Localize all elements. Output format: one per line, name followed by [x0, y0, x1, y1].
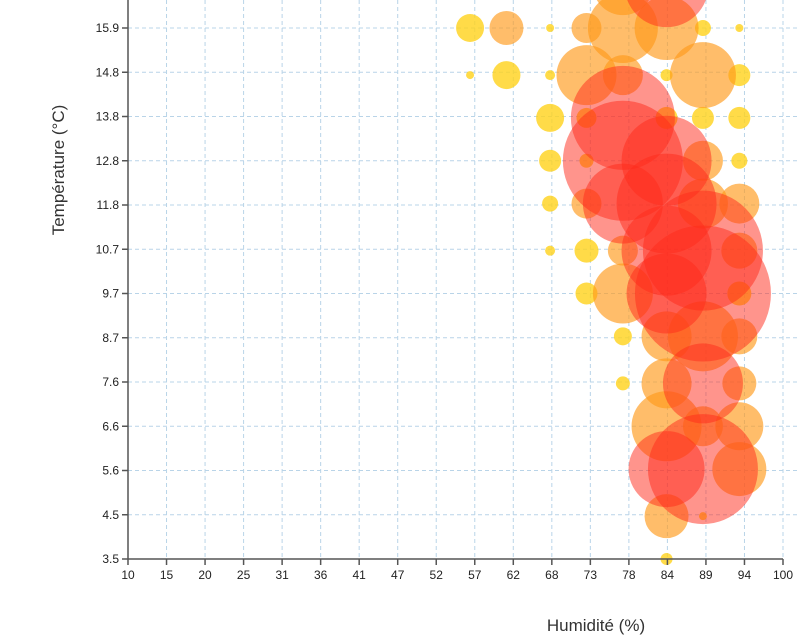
bubble	[456, 14, 485, 42]
y-tick-label: 12.8	[96, 154, 120, 168]
y-tick-label: 8.7	[102, 331, 119, 345]
axes: 10 15 20 25 31 36 41 47 52 57 62 68 73 78 84 89 94 100 3.5…	[96, 0, 793, 582]
y-tick-label: 4.5	[102, 508, 119, 522]
bubble	[575, 282, 598, 305]
y-tick-label: 6.6	[102, 419, 119, 433]
x-axis-label: Humidité (%)	[547, 616, 645, 635]
x-tick-label: 73	[584, 568, 598, 582]
x-tick-label: 47	[391, 568, 405, 582]
bubble	[542, 195, 559, 212]
x-tick-label: 41	[352, 568, 366, 582]
y-tick-label: 10.7	[96, 242, 120, 256]
y-axis-label: Température (°C)	[49, 105, 68, 236]
bubble	[694, 20, 711, 36]
bubble	[691, 106, 714, 129]
y-tick-label: 7.6	[102, 375, 119, 389]
bubble	[615, 376, 630, 391]
bubble	[536, 103, 565, 132]
bubble	[627, 0, 706, 28]
bubble	[735, 24, 744, 32]
x-tick-label: 78	[622, 568, 636, 582]
y-tick-label: 11.8	[97, 198, 120, 212]
x-tick-label: 57	[468, 568, 482, 582]
y-tick-label: 5.6	[102, 464, 119, 478]
x-tick-label: 100	[773, 568, 793, 582]
bubble	[492, 61, 521, 90]
x-tick-label: 89	[699, 568, 713, 582]
bubble	[546, 24, 555, 32]
bubble	[731, 152, 748, 169]
y-tick-label: 15.9	[96, 21, 120, 35]
bubble	[662, 343, 743, 424]
x-tick-label: 15	[160, 568, 174, 582]
bubble	[562, 100, 683, 221]
bubble	[466, 71, 475, 80]
bubble	[489, 11, 524, 45]
bubble	[545, 245, 556, 256]
y-tick-label: 9.7	[102, 287, 119, 301]
y-tick-label: 14.8	[96, 65, 120, 79]
x-tick-label: 94	[738, 568, 752, 582]
x-tick-label: 25	[237, 568, 251, 582]
x-tick-label: 10	[121, 568, 135, 582]
bubble	[545, 70, 556, 81]
x-tick-label: 20	[198, 568, 212, 582]
bubble	[660, 69, 673, 82]
bubble	[669, 42, 736, 109]
x-tick-label: 84	[661, 568, 675, 582]
y-tick-label: 13.8	[96, 110, 120, 124]
bubbles	[456, 0, 771, 565]
x-tick-label: 68	[545, 568, 559, 582]
x-tick-label: 52	[430, 568, 444, 582]
bubble	[539, 149, 562, 172]
bubble	[634, 225, 771, 362]
bubble	[574, 238, 599, 263]
bubble	[728, 106, 751, 129]
x-tick-label: 62	[507, 568, 521, 582]
bubble	[647, 414, 758, 525]
x-tick-label: 31	[275, 568, 289, 582]
bubble	[613, 327, 632, 346]
x-tick-label: 36	[314, 568, 328, 582]
y-tick-label: 3.5	[102, 552, 119, 566]
